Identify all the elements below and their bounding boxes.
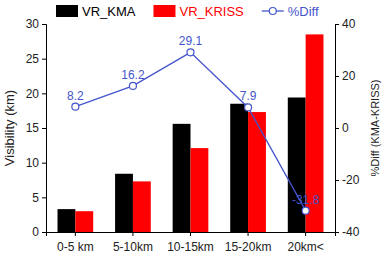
y-axis-tick-label: 0 (32, 225, 39, 239)
legend-item: %Diff (262, 4, 319, 19)
y2-axis-tick: 20 (335, 69, 356, 83)
bar (115, 174, 133, 232)
y-axis-tick: 15 (26, 121, 46, 135)
x-axis-line (47, 233, 336, 237)
marks (58, 34, 324, 232)
y-axis-tick: 25 (26, 52, 46, 66)
y-axis-tick: 5 (32, 191, 46, 205)
y-axis-tick-mark (42, 93, 46, 94)
bar (75, 211, 93, 232)
y-axis-tick-label: 10 (26, 156, 40, 170)
legend-swatch (269, 8, 276, 15)
x-axis-tick-mark (248, 232, 249, 236)
x-axis-tick-label: 20km< (287, 240, 323, 254)
data-labels: 8.2 16.2 29.1 7.9 -31.8 (67, 34, 320, 206)
marker (245, 104, 252, 111)
y-axis-tick: 20 (26, 87, 46, 101)
bar (173, 124, 191, 232)
legend-item: VR_KMA (56, 4, 136, 19)
x-axis-tick-label: 5-10km (113, 240, 153, 254)
plot: 0 5 10 15 20 25 30 -40 -20 0 20 40 0-5 km 5-10km 10-15… (2, 17, 381, 254)
marker (72, 103, 79, 110)
legend-label: VR_KMA (82, 4, 136, 19)
bar-series (58, 97, 306, 232)
y2-axis-tick-label: -40 (342, 225, 360, 239)
x-axis-tick: 10-15km (167, 232, 214, 254)
legend-swatch (153, 5, 175, 17)
y2-axis-tick-label: 20 (342, 69, 356, 83)
x-axis-tick: 20km< (287, 232, 323, 254)
marker (187, 49, 194, 56)
y2-axis-tick-label: 0 (342, 121, 349, 135)
y2-axis-tick: 40 (335, 17, 356, 31)
x-axis-tick-mark (132, 232, 133, 236)
y2-axis-tick-mark (335, 128, 339, 129)
y-axis-line (42, 25, 47, 233)
y-axis-tick: 30 (26, 17, 46, 31)
y2-axis-tick-mark (335, 24, 339, 25)
y-axis-tick-label: 25 (26, 52, 40, 66)
y2-axis: -40 -20 0 20 40 (335, 17, 360, 239)
y2-axis-line (336, 25, 340, 233)
bar (248, 112, 266, 232)
data-label: 29.1 (179, 34, 203, 48)
y-axis: 0 5 10 15 20 25 30 (26, 17, 47, 239)
legend-swatch (56, 5, 78, 17)
bar-series (75, 34, 323, 232)
x-axis-tick: 15-20km (225, 232, 272, 254)
y2-axis-tick-mark (335, 180, 339, 181)
y-axis-tick-label: 30 (26, 17, 40, 31)
y2-axis-tick: 0 (335, 121, 349, 135)
y-axis-tick-mark (42, 197, 46, 198)
y2-axis-title: %Diff (KMA-KRISS) (369, 80, 381, 177)
y2-axis-tick-label: -20 (342, 173, 360, 187)
y2-axis-tick: -40 (335, 225, 360, 239)
x-axis: 0-5 km 5-10km 10-15km 15-20km 20km< (47, 232, 336, 254)
legend-label: %Diff (288, 4, 319, 19)
data-label: 8.2 (67, 89, 84, 103)
x-axis-tick: 0-5 km (57, 232, 94, 254)
y-axis-tick-mark (42, 128, 46, 129)
legend-label: VR_KRISS (179, 4, 244, 19)
line (75, 52, 305, 210)
x-axis-tick-mark (75, 232, 76, 236)
y-axis-tick-mark (42, 232, 46, 233)
y-axis-tick: 10 (26, 156, 46, 170)
y-axis-title: Visibility (km) (2, 90, 17, 166)
y-axis-tick-mark (42, 59, 46, 60)
y2-axis-tick-mark (335, 76, 339, 77)
y-axis-tick-label: 20 (26, 87, 40, 101)
y-axis-tick-label: 5 (32, 191, 39, 205)
y-axis-tick-label: 15 (26, 121, 40, 135)
bar (133, 181, 151, 232)
y-axis-tick: 0 (32, 225, 46, 239)
x-axis-tick: 5-10km (113, 232, 153, 254)
marker (129, 82, 136, 89)
x-axis-tick-mark (305, 232, 306, 236)
bar (191, 148, 209, 232)
legend-item: VR_KRISS (153, 4, 244, 19)
x-axis-tick-label: 0-5 km (57, 240, 94, 254)
data-label: 7.9 (240, 89, 257, 103)
marker (302, 207, 309, 214)
y-axis-tick-mark (42, 24, 46, 25)
data-label: 16.2 (121, 68, 145, 82)
x-axis-tick-label: 15-20km (225, 240, 272, 254)
bar (230, 104, 248, 232)
y-axis-tick-mark (42, 163, 46, 164)
y2-axis-tick: -20 (335, 173, 360, 187)
bar (58, 209, 76, 232)
legend: VR_KMA VR_KRISS %Diff (56, 4, 319, 19)
markers (72, 49, 309, 214)
x-axis-tick-mark (190, 232, 191, 236)
x-axis-tick-label: 10-15km (167, 240, 214, 254)
data-label: -31.8 (292, 193, 320, 207)
y2-axis-tick-label: 40 (342, 17, 356, 31)
